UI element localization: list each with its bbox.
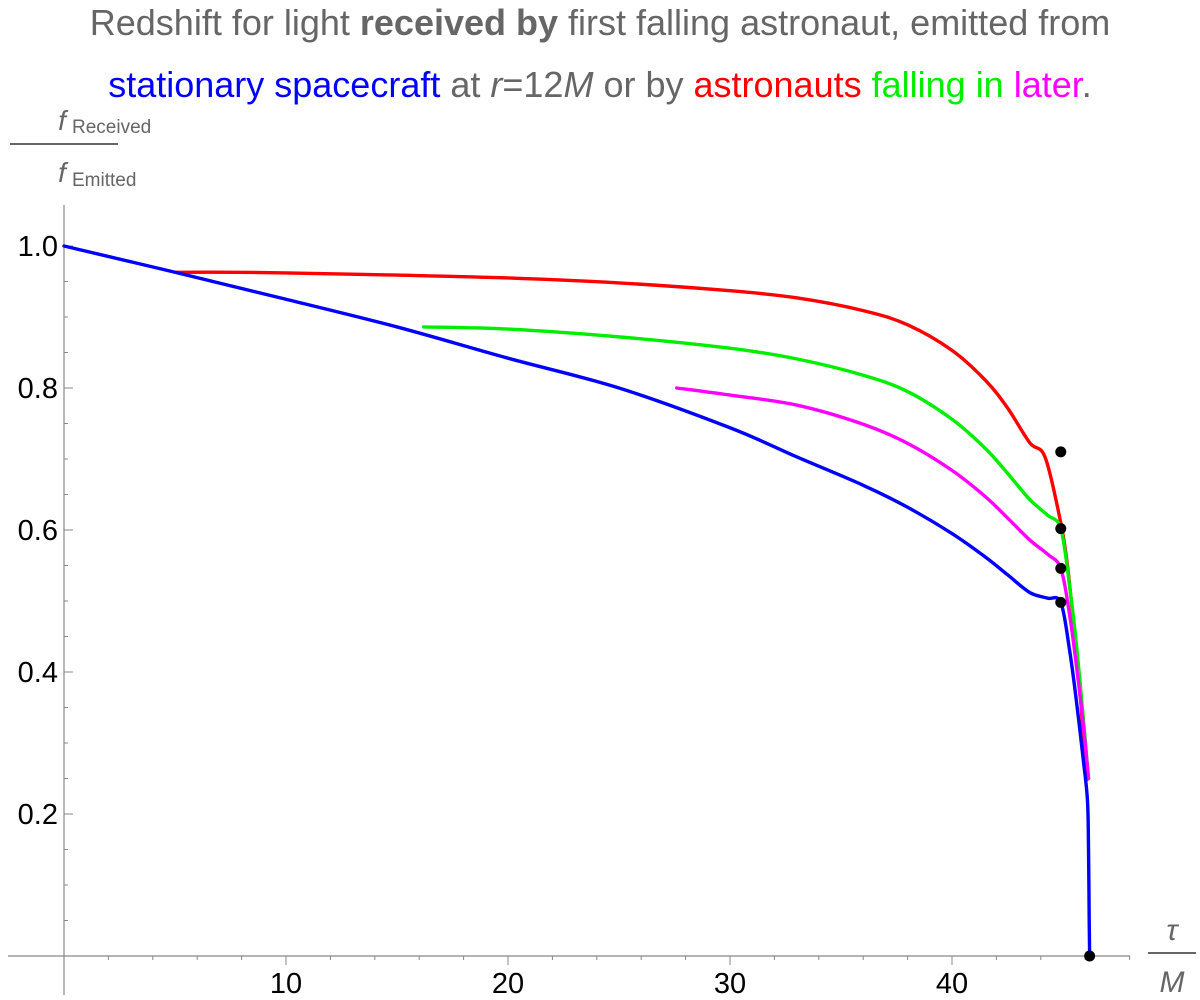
- title-line-1: Redshift for light received by first fal…: [0, 0, 1200, 48]
- x-label-num: τ: [1166, 914, 1179, 947]
- data-point-marker: [1084, 950, 1096, 962]
- y-label-num-sub: Received: [72, 117, 151, 138]
- series-line-blue: [62, 244, 1092, 958]
- x-tick-label: 30: [714, 968, 746, 1000]
- data-point-marker: [1055, 523, 1067, 535]
- data-point-marker: [1055, 596, 1067, 608]
- y-label-den-sub: Emitted: [72, 170, 136, 191]
- axes: 10 20 30 40 0.2 0.4 0.6 0.8 1.0: [8, 205, 1131, 1000]
- title-magenta-text: later: [1013, 64, 1082, 105]
- title-blue-text: stationary spacecraft: [108, 64, 441, 105]
- y-label-den-f: f: [58, 157, 69, 188]
- y-label-num-f: f: [58, 105, 69, 136]
- series-group: [62, 244, 1092, 958]
- y-tick-label: 1.0: [18, 231, 58, 263]
- markers-group: [1055, 446, 1096, 962]
- x-tick-label: 10: [270, 968, 302, 1000]
- title-text: or by: [593, 64, 694, 105]
- title-text: first falling astronaut, emitted from: [558, 2, 1111, 43]
- title-italic-text: M: [563, 64, 594, 105]
- title-italic-text: r: [490, 64, 503, 105]
- y-tick-label: 0.2: [18, 799, 58, 831]
- title-text: at: [440, 64, 491, 105]
- x-label-den: M: [1160, 966, 1185, 999]
- x-tick-label: 20: [492, 968, 524, 1000]
- data-point-marker: [1055, 446, 1067, 458]
- series-line-green: [421, 325, 1091, 781]
- data-point-marker: [1055, 562, 1067, 574]
- y-tick-label: 0.4: [18, 657, 58, 689]
- title-red-text: astronauts: [693, 64, 862, 105]
- title-text: .: [1081, 64, 1092, 105]
- title-green-text: falling in: [871, 64, 1004, 105]
- y-tick-label: 0.6: [18, 515, 58, 547]
- series-line-red: [173, 270, 1091, 782]
- x-tick-label: 40: [936, 968, 968, 1000]
- y-tick-label: 0.8: [18, 373, 58, 405]
- title-text: Redshift for light: [89, 2, 360, 43]
- title-bold-text: received by: [359, 2, 559, 43]
- title-line-2: stationary spacecraft at r=12M or by ast…: [0, 60, 1200, 110]
- title-text: =12: [502, 64, 564, 105]
- chart-title: Redshift for light received by first fal…: [0, 0, 1200, 110]
- series-line-magenta: [675, 386, 1091, 781]
- x-axis-label: τ M: [1148, 914, 1196, 999]
- y-axis-label: f Received f Emitted: [10, 105, 151, 191]
